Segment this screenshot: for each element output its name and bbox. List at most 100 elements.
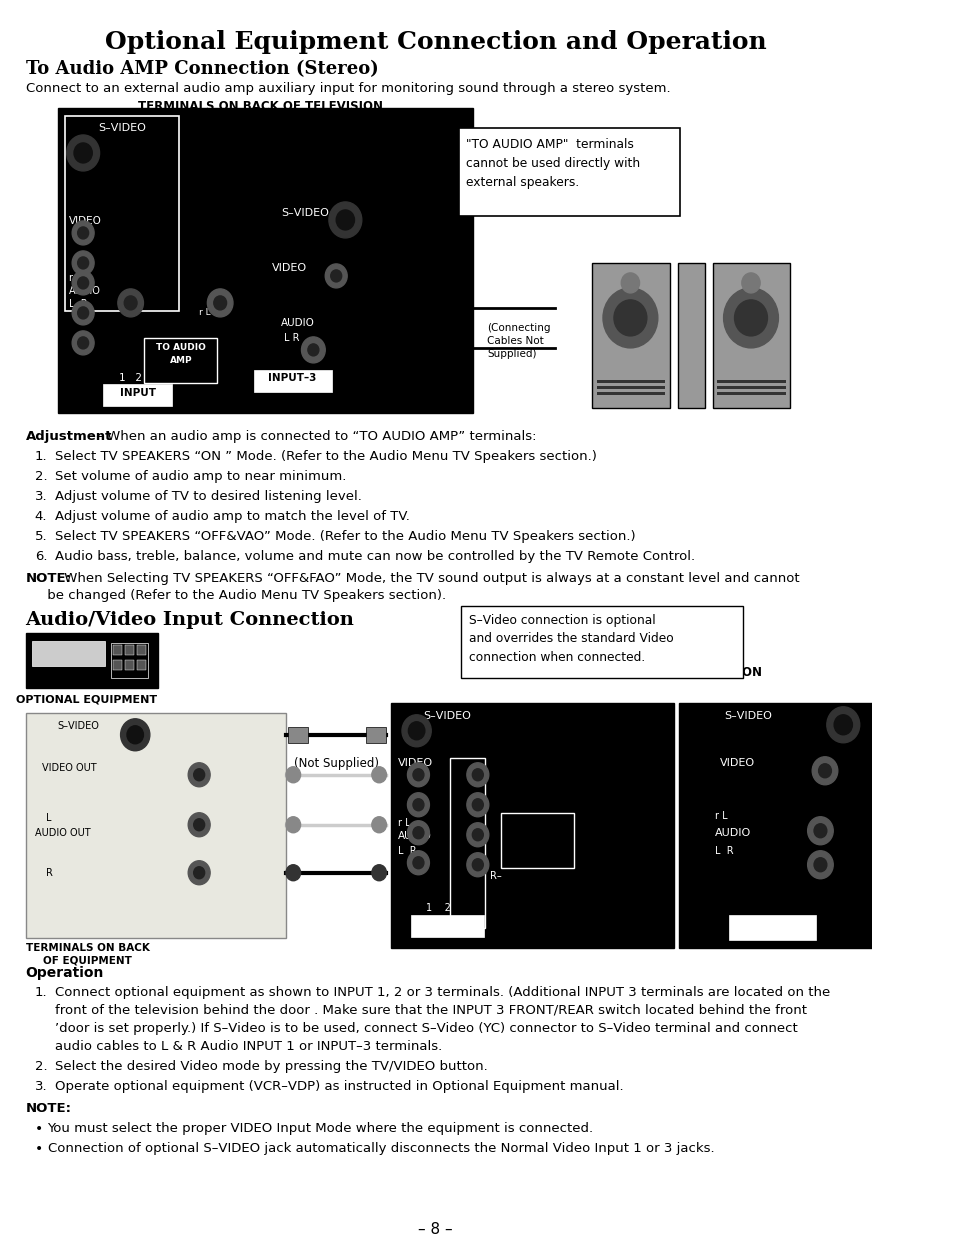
Circle shape <box>407 763 429 787</box>
Text: INPUT–3: INPUT–3 <box>745 918 797 928</box>
Text: To Audio AMP Connection (Stereo): To Audio AMP Connection (Stereo) <box>26 60 378 78</box>
Text: •: • <box>34 1122 43 1136</box>
Text: INPUT: INPUT <box>429 918 465 928</box>
Text: TO AUDIO: TO AUDIO <box>510 823 563 833</box>
Circle shape <box>472 799 483 810</box>
Text: 1.: 1. <box>34 450 48 463</box>
Circle shape <box>286 767 300 783</box>
Text: VIDEO: VIDEO <box>398 758 433 768</box>
Bar <box>125 660 134 670</box>
Bar <box>592 263 669 408</box>
Circle shape <box>286 817 300 833</box>
Circle shape <box>614 300 646 336</box>
Circle shape <box>331 271 341 282</box>
Text: VIDEO: VIDEO <box>272 263 307 273</box>
Circle shape <box>72 300 94 325</box>
Circle shape <box>811 757 837 784</box>
Circle shape <box>602 288 658 347</box>
Text: •: • <box>34 1142 43 1155</box>
Text: AUDIO OUT: AUDIO OUT <box>34 828 91 838</box>
Text: 6.: 6. <box>34 550 47 563</box>
Circle shape <box>120 719 150 751</box>
Bar <box>458 128 679 216</box>
Text: r L: r L <box>715 810 727 820</box>
Bar <box>253 370 332 392</box>
Circle shape <box>807 851 832 879</box>
Text: 2.: 2. <box>34 1060 48 1072</box>
Text: Audio/Video Input Connection: Audio/Video Input Connection <box>26 611 355 629</box>
Text: NOTE:: NOTE: <box>26 572 71 585</box>
Circle shape <box>286 865 300 881</box>
Bar <box>678 263 704 408</box>
Circle shape <box>466 763 488 787</box>
Bar <box>32 640 105 666</box>
Text: Select TV SPEAKERS “ON ” Mode. (Refer to the Audio Menu TV Speakers section.): Select TV SPEAKERS “ON ” Mode. (Refer to… <box>54 450 596 463</box>
Circle shape <box>833 715 852 735</box>
Text: Set volume of audio amp to near minimum.: Set volume of audio amp to near minimum. <box>54 470 346 483</box>
Text: S–VIDEO: S–VIDEO <box>723 711 772 721</box>
Text: 5.: 5. <box>34 530 48 542</box>
Text: 1    2: 1 2 <box>425 902 450 912</box>
Text: AUDIO: AUDIO <box>398 830 432 840</box>
Bar <box>717 392 785 395</box>
Text: "TO AUDIO AMP"  terminals
cannot be used directly with
external speakers.: "TO AUDIO AMP" terminals cannot be used … <box>465 138 639 189</box>
Bar <box>125 645 134 655</box>
Circle shape <box>813 858 826 871</box>
Text: ’door is set properly.) If S–Video is to be used, connect S–Video (YC) connector: ’door is set properly.) If S–Video is to… <box>54 1021 797 1035</box>
Text: (Not Supplied): (Not Supplied) <box>294 757 378 769</box>
Circle shape <box>188 813 210 836</box>
Text: Operate optional equipment (VCR–VDP) as instructed in Optional Equipment manual.: Operate optional equipment (VCR–VDP) as … <box>54 1080 623 1092</box>
Circle shape <box>72 271 94 295</box>
Text: TERMINALS ON BACK OF TELEVISION: TERMINALS ON BACK OF TELEVISION <box>138 101 382 113</box>
Text: INPUT: INPUT <box>120 388 155 398</box>
Circle shape <box>620 273 639 293</box>
Circle shape <box>193 866 205 879</box>
Circle shape <box>213 295 227 310</box>
Text: L: L <box>459 872 464 882</box>
Text: AUDIO: AUDIO <box>69 285 100 295</box>
Circle shape <box>193 768 205 781</box>
Circle shape <box>413 856 423 869</box>
Circle shape <box>807 817 832 845</box>
Text: AUDIO: AUDIO <box>281 318 314 328</box>
Text: Connect optional equipment as shown to INPUT 1, 2 or 3 terminals. (Additional IN: Connect optional equipment as shown to I… <box>54 985 829 999</box>
Bar <box>137 645 146 655</box>
Text: – When an audio amp is connected to “TO AUDIO AMP” terminals:: – When an audio amp is connected to “TO … <box>92 429 537 443</box>
Circle shape <box>77 307 89 319</box>
Text: Select the desired Video mode by pressing the TV/VIDEO button.: Select the desired Video mode by pressin… <box>54 1060 487 1072</box>
Text: Connect to an external audio amp auxiliary input for monitoring sound through a : Connect to an external audio amp auxilia… <box>26 82 670 96</box>
Circle shape <box>472 829 483 840</box>
Circle shape <box>67 135 99 171</box>
Bar <box>65 115 179 311</box>
Bar <box>717 380 785 383</box>
Text: VIDEO: VIDEO <box>720 758 754 768</box>
Text: 1   2: 1 2 <box>119 372 142 383</box>
Bar <box>26 633 158 688</box>
Text: Adjustment: Adjustment <box>26 429 112 443</box>
Text: L  R: L R <box>715 846 733 856</box>
Circle shape <box>408 722 424 740</box>
Circle shape <box>127 726 143 743</box>
Circle shape <box>413 827 423 839</box>
Circle shape <box>372 865 386 881</box>
Circle shape <box>301 336 325 362</box>
Text: r L: r L <box>69 273 81 283</box>
Circle shape <box>325 264 347 288</box>
Circle shape <box>818 763 830 778</box>
Circle shape <box>466 823 488 846</box>
Text: AMP: AMP <box>170 356 192 365</box>
Text: Adjust volume of audio amp to match the level of TV.: Adjust volume of audio amp to match the … <box>54 510 409 522</box>
Text: VIDEO OUT: VIDEO OUT <box>42 763 96 773</box>
Circle shape <box>77 257 89 269</box>
Text: L  R: L R <box>398 846 416 856</box>
Text: VIDEO: VIDEO <box>69 216 101 226</box>
Circle shape <box>77 277 89 289</box>
Circle shape <box>118 289 143 316</box>
Bar <box>679 702 883 948</box>
Text: TO AUDIO: TO AUDIO <box>155 343 206 352</box>
Text: INPUT–3: INPUT–3 <box>268 372 316 383</box>
Text: Adjust volume of TV to desired listening level.: Adjust volume of TV to desired listening… <box>54 490 361 503</box>
Text: Audio bass, treble, balance, volume and mute can now be controlled by the TV Rem: Audio bass, treble, balance, volume and … <box>54 550 694 563</box>
Text: Optional Equipment Connection and Operation: Optional Equipment Connection and Operat… <box>105 30 766 55</box>
Circle shape <box>813 824 826 838</box>
